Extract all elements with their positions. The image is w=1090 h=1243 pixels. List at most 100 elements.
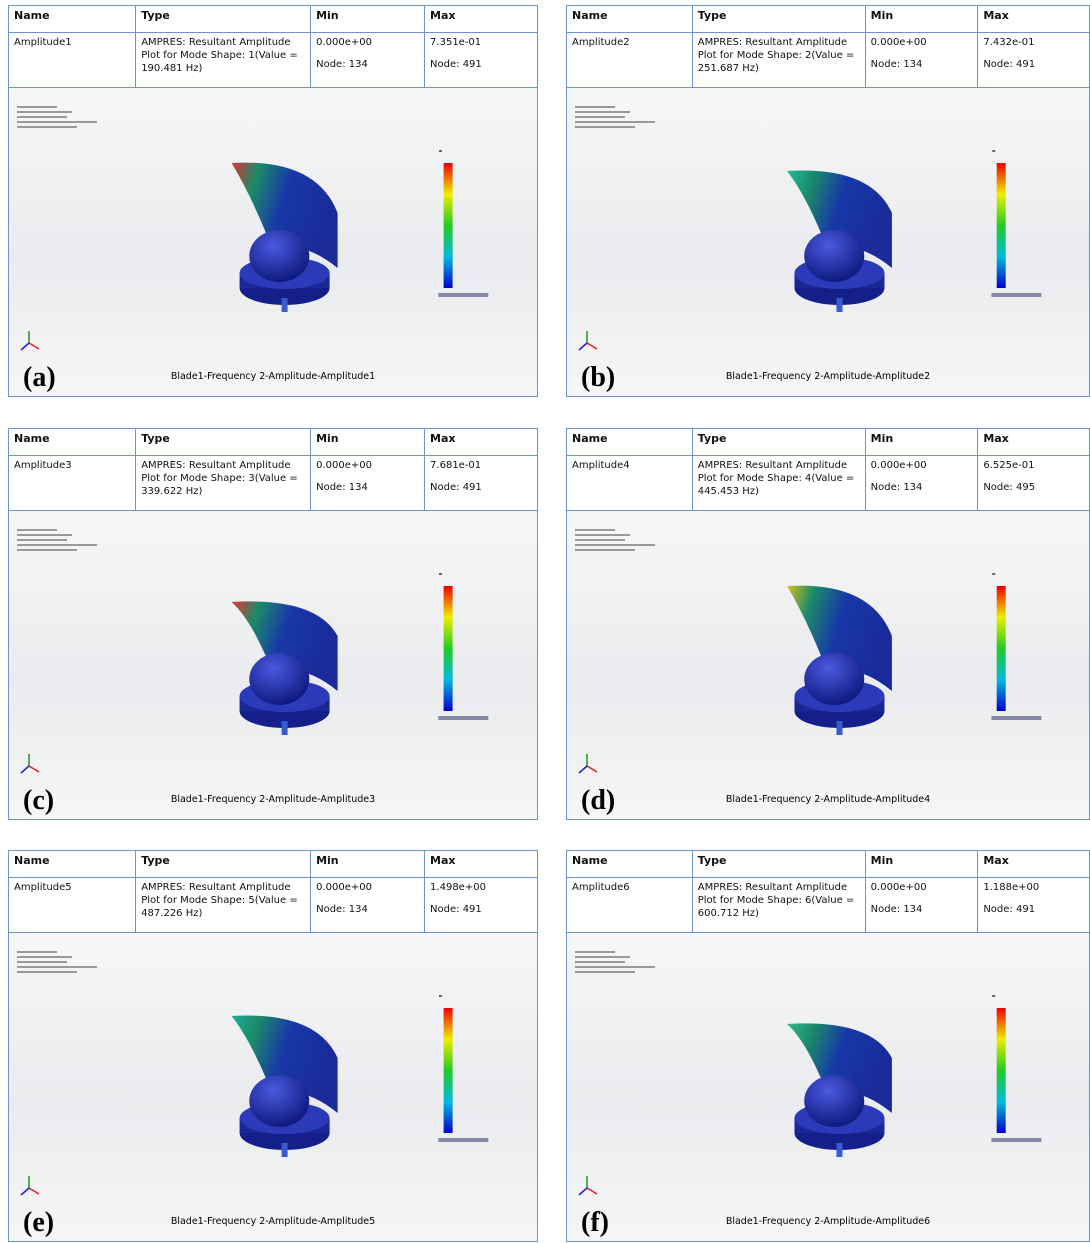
axis-triad — [579, 331, 597, 350]
max-value: 1.188e+00 — [983, 881, 1085, 894]
name-cell: Amplitude4 — [567, 456, 693, 511]
column-header: Name — [9, 429, 136, 456]
blade-model — [232, 1016, 338, 1157]
column-header: Min — [311, 6, 425, 33]
min-node: Node: 134 — [871, 903, 973, 916]
max-node: Node: 491 — [430, 903, 533, 916]
plot-caption: Blade1-Frequency 2-Amplitude-Amplitude2 — [567, 371, 1089, 382]
min-value: 0.000e+00 — [871, 36, 973, 49]
max-node: Node: 495 — [983, 481, 1085, 494]
plot-caption: Blade1-Frequency 2-Amplitude-Amplitude5 — [9, 1216, 537, 1227]
min-cell: 0.000e+00Node: 134 — [311, 456, 425, 511]
max-value: 1.498e+00 — [430, 881, 533, 894]
panel: NameTypeMinMaxAmplitude5AMPRES: Resultan… — [8, 850, 538, 1242]
column-header: Min — [866, 851, 979, 878]
name-cell: Amplitude5 — [9, 878, 136, 933]
panel: NameTypeMinMaxAmplitude2AMPRES: Resultan… — [566, 5, 1090, 397]
column-header: Name — [567, 6, 693, 33]
plot-graphic — [567, 511, 1090, 820]
max-node: Node: 491 — [983, 58, 1085, 71]
min-value: 0.000e+00 — [316, 459, 419, 472]
min-value: 0.000e+00 — [316, 36, 419, 49]
blade-model — [787, 1023, 892, 1157]
result-plot — [9, 88, 537, 396]
blade-model — [232, 601, 338, 735]
model-info — [575, 106, 655, 128]
min-value: 0.000e+00 — [316, 881, 419, 894]
model-info — [575, 529, 655, 551]
model-info — [17, 529, 97, 551]
column-header: Type — [693, 6, 866, 33]
result-plot — [9, 933, 537, 1241]
result-plot — [9, 511, 537, 819]
model-info — [17, 951, 97, 973]
max-value: 7.681e-01 — [430, 459, 533, 472]
min-node: Node: 134 — [316, 58, 419, 71]
column-header: Max — [425, 851, 538, 878]
column-header: Max — [978, 851, 1090, 878]
color-legend — [438, 573, 488, 720]
max-node: Node: 491 — [430, 481, 533, 494]
name-cell: Amplitude6 — [567, 878, 693, 933]
name-cell: Amplitude1 — [9, 33, 136, 88]
color-legend — [438, 995, 488, 1142]
max-cell: 7.432e-01 Node: 491 — [978, 33, 1090, 88]
type-cell: AMPRES: Resultant Amplitude Plot for Mod… — [136, 33, 311, 88]
column-header: Type — [136, 851, 311, 878]
plot-caption: Blade1-Frequency 2-Amplitude-Amplitude1 — [9, 371, 537, 382]
blade-model — [232, 163, 338, 312]
type-cell: AMPRES: Resultant Amplitude Plot for Mod… — [693, 878, 866, 933]
plot-caption: Blade1-Frequency 2-Amplitude-Amplitude4 — [567, 794, 1089, 805]
blade-model — [787, 586, 892, 735]
min-cell: 0.000e+00Node: 134 — [866, 456, 979, 511]
plot-caption: Blade1-Frequency 2-Amplitude-Amplitude6 — [567, 1216, 1089, 1227]
axis-triad — [21, 331, 39, 350]
column-header: Name — [9, 6, 136, 33]
color-legend — [991, 995, 1041, 1142]
axis-triad — [21, 754, 39, 773]
min-cell: 0.000e+00 Node: 134 — [311, 33, 425, 88]
column-header: Max — [425, 429, 538, 456]
min-node: Node: 134 — [316, 903, 419, 916]
name-cell: Amplitude2 — [567, 33, 693, 88]
max-value: 6.525e-01 — [983, 459, 1085, 472]
column-header: Type — [693, 429, 866, 456]
model-info — [17, 106, 97, 128]
plot-graphic — [567, 933, 1090, 1242]
max-value: 7.432e-01 — [983, 36, 1085, 49]
result-plot — [567, 88, 1089, 396]
figure: (() => { const data = JSON.parse(documen… — [0, 0, 1090, 1243]
blade-model — [787, 171, 892, 312]
plot-graphic — [567, 88, 1090, 397]
column-header: Name — [567, 851, 693, 878]
max-value: 7.351e-01 — [430, 36, 533, 49]
axis-triad — [579, 754, 597, 773]
plot-graphic — [9, 511, 538, 820]
max-node: Node: 491 — [983, 903, 1085, 916]
column-header: Max — [978, 6, 1090, 33]
type-cell: AMPRES: Resultant Amplitude Plot for Mod… — [136, 456, 311, 511]
plot-caption: Blade1-Frequency 2-Amplitude-Amplitude3 — [9, 794, 537, 805]
axis-triad — [579, 1176, 597, 1195]
color-legend — [991, 150, 1041, 297]
max-cell: 1.188e+00 Node: 491 — [978, 878, 1090, 933]
color-legend — [991, 573, 1041, 720]
column-header: Type — [136, 429, 311, 456]
column-header: Type — [136, 6, 311, 33]
column-header: Min — [311, 429, 425, 456]
column-header: Min — [866, 429, 979, 456]
model-info — [575, 951, 655, 973]
plot-graphic — [9, 933, 538, 1242]
result-plot — [567, 511, 1089, 819]
type-cell: AMPRES: Resultant Amplitude Plot for Mod… — [136, 878, 311, 933]
min-value: 0.000e+00 — [871, 881, 973, 894]
